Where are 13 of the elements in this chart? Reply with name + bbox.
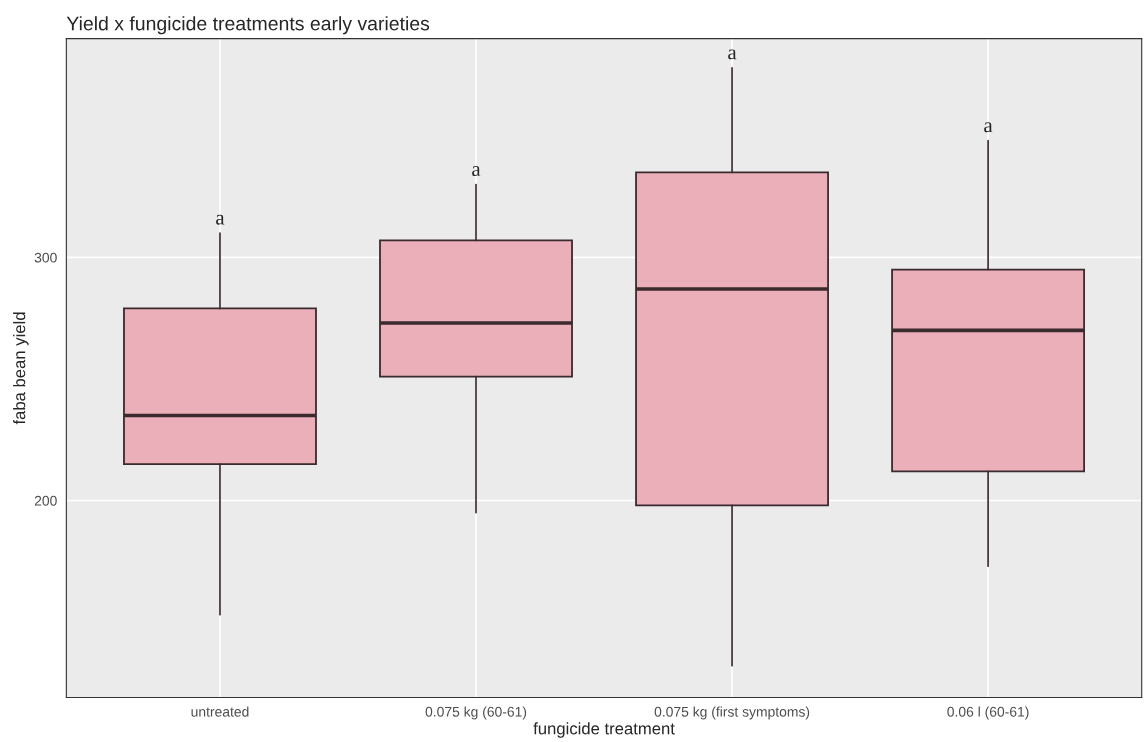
annotation: a bbox=[472, 166, 481, 177]
chart-title: Yield x fungicide treatments early varieties bbox=[66, 16, 430, 35]
annotation: a bbox=[984, 122, 993, 133]
x-axis-title: fungicide treatment bbox=[533, 722, 675, 738]
annotation: a bbox=[728, 49, 737, 60]
x-tick-label: 0.06 l (60-61) bbox=[947, 706, 1029, 720]
x-tick-label: 0.075 kg (60-61) bbox=[425, 706, 527, 720]
y-tick-label: 300 bbox=[34, 252, 57, 263]
y-tick-label: 200 bbox=[34, 495, 57, 506]
x-tick-label: untreated bbox=[191, 706, 249, 717]
y-axis-title: faba bean yield bbox=[13, 312, 29, 425]
annotation: a bbox=[216, 214, 225, 225]
x-tick-label: 0.075 kg (first symptoms) bbox=[654, 706, 810, 720]
